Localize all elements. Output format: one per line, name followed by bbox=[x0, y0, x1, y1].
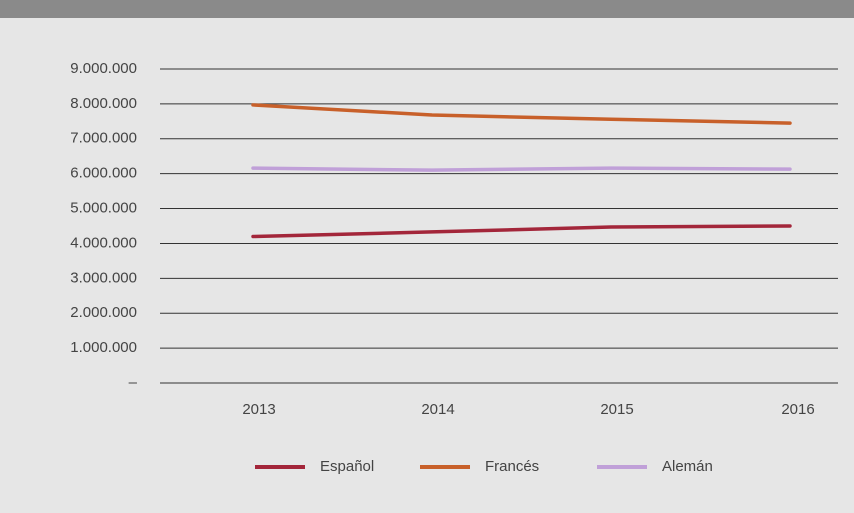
y-tick-label: 1.000.000 bbox=[70, 339, 137, 356]
series-line bbox=[251, 103, 792, 125]
x-tick-label: 2013 bbox=[242, 401, 275, 418]
y-tick-label: 5.000.000 bbox=[70, 200, 137, 217]
legend-label: Francés bbox=[485, 458, 539, 475]
y-tick-label: 7.000.000 bbox=[70, 130, 137, 147]
y-tick-label: 3.000.000 bbox=[70, 269, 137, 286]
y-tick-label: 6.000.000 bbox=[70, 165, 137, 182]
y-tick-label: – bbox=[129, 374, 138, 391]
legend-label: Alemán bbox=[662, 458, 713, 475]
x-tick-label: 2014 bbox=[421, 401, 454, 418]
y-tick-label: 9.000.000 bbox=[70, 60, 137, 77]
y-tick-label: 2.000.000 bbox=[70, 304, 137, 321]
x-tick-label: 2016 bbox=[781, 401, 814, 418]
series-line bbox=[251, 166, 792, 172]
header-bar bbox=[0, 0, 854, 18]
legend-label: Español bbox=[320, 458, 374, 475]
y-tick-label: 8.000.000 bbox=[70, 95, 137, 112]
series-line bbox=[251, 224, 792, 239]
x-tick-label: 2015 bbox=[600, 401, 633, 418]
y-tick-label: 4.000.000 bbox=[70, 234, 137, 251]
